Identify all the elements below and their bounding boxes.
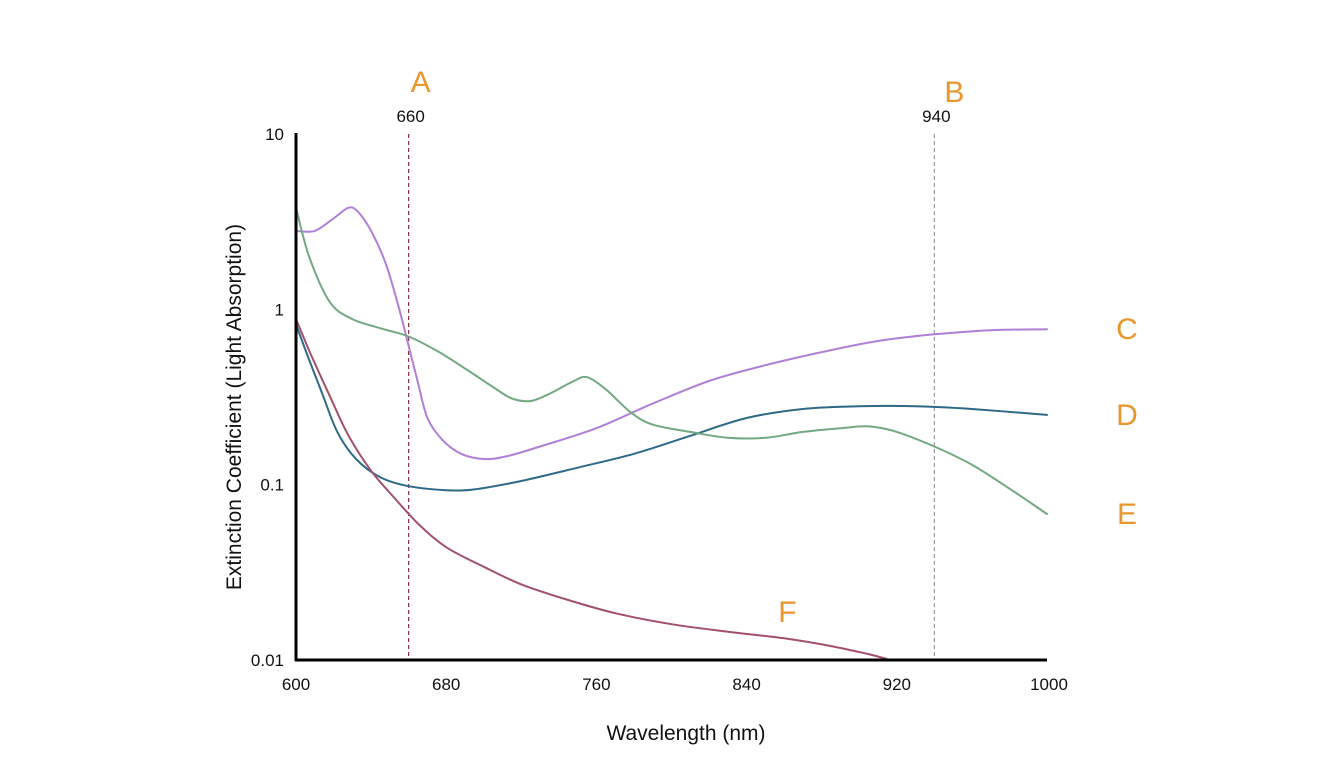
series-label-c: C [1116,313,1138,346]
x-tick-920: 920 [883,675,911,694]
axes [294,133,1047,662]
reference-label-660: 660 [396,107,424,126]
series-labels: C D E F [778,313,1138,629]
x-axis-title: Wavelength (nm) [606,722,765,745]
marker-b: B [944,76,964,109]
series-c-line [295,206,1048,461]
y-tick-1: 1 [275,300,284,319]
data-series [295,206,1048,661]
y-axis-title: Extinction Coefficient (Light Absorption… [223,224,246,590]
x-tick-1000: 1000 [1030,675,1068,694]
series-e-line [295,206,1048,515]
y-tick-labels: 10 1 0.1 0.01 [251,125,284,670]
y-tick-10: 10 [265,125,284,144]
y-tick-0_1: 0.1 [260,476,284,495]
x-tick-760: 760 [582,675,610,694]
series-label-e: E [1117,498,1137,531]
series-label-d: D [1116,399,1138,432]
series-label-f: F [778,596,796,629]
series-d-line [295,323,1048,492]
marker-a: A [411,66,431,99]
x-tick-labels: 600 680 760 840 920 1000 [282,675,1068,694]
x-tick-600: 600 [282,675,310,694]
x-tick-840: 840 [732,675,760,694]
y-tick-0_01: 0.01 [251,651,284,670]
x-tick-680: 680 [432,675,460,694]
reference-label-940: 940 [922,107,950,126]
series-f-line [295,318,889,661]
